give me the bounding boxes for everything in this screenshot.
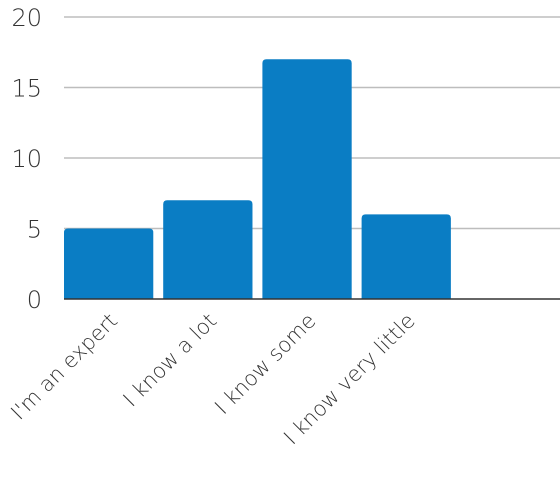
x-category-label: I know a lot: [118, 309, 221, 412]
x-category-label: I'm an expert: [6, 309, 122, 425]
bars: [64, 59, 451, 299]
y-tick-label: 20: [11, 4, 42, 32]
y-tick-label: 5: [27, 216, 42, 244]
bar: [262, 59, 352, 299]
y-tick-label: 10: [11, 145, 42, 173]
y-tick-label: 0: [27, 286, 42, 314]
y-axis-tick-labels: 0 5 10 15 20: [11, 4, 42, 314]
y-tick-label: 15: [11, 75, 42, 103]
bar: [163, 200, 253, 299]
x-category-label: I know some: [210, 309, 320, 419]
bar: [361, 214, 451, 299]
bar: [64, 228, 154, 299]
